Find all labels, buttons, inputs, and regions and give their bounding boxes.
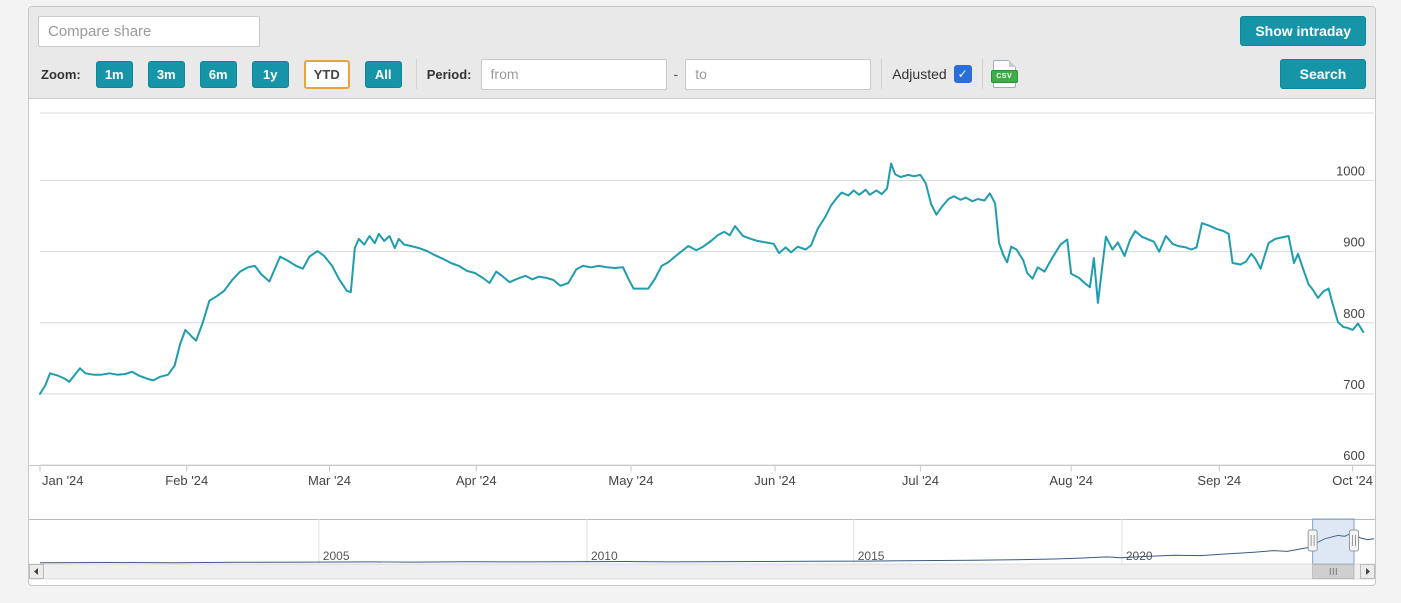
x-axis-label: Sep '24 — [1197, 473, 1241, 488]
zoom-label: Zoom: — [41, 66, 81, 82]
compare-share-input[interactable] — [38, 16, 260, 47]
zoom-button-ytd[interactable]: YTD — [303, 59, 350, 89]
y-axis-label: 900 — [1343, 235, 1365, 250]
stock-chart-canvas[interactable]: 600 700 800 900 1000 Jan '24 Feb '24 Mar '24 Apr… — [29, 98, 1375, 585]
csv-download-icon[interactable]: CSV — [990, 60, 1018, 88]
price-line — [39, 162, 1365, 395]
navigator-year-label: 2010 — [591, 549, 618, 563]
x-axis-label: Mar '24 — [308, 473, 351, 488]
zoom-button-1y[interactable]: 1y — [251, 60, 289, 88]
adjusted-label: Adjusted — [892, 66, 947, 82]
scrollbar-left-arrow-icon — [34, 568, 38, 575]
x-axis-label: Aug '24 — [1049, 473, 1093, 488]
y-axis-label: 800 — [1343, 306, 1365, 321]
adjusted-checkbox[interactable] — [953, 65, 972, 83]
zoom-button-1m[interactable]: 1m — [95, 60, 133, 88]
zoom-button-3m[interactable]: 3m — [147, 60, 185, 88]
period-from-input[interactable] — [480, 58, 667, 90]
navigator-series — [39, 533, 1375, 564]
period-range-separator: - — [673, 66, 679, 82]
navigator-year-label: 2020 — [1126, 549, 1153, 563]
navigator-year-label: 2015 — [858, 549, 885, 563]
y-axis-label: 600 — [1343, 448, 1365, 463]
zoom-button-all[interactable]: All — [364, 60, 402, 88]
scrollbar-right-arrow-icon — [1366, 568, 1370, 575]
x-axis-label: Feb '24 — [165, 473, 208, 488]
scrollbar-track[interactable] — [29, 563, 1375, 580]
x-axis-label: May '24 — [608, 473, 653, 488]
chart-toolbar: Show intraday Zoom: 1m 3m 6m 1y YTD All … — [29, 7, 1375, 99]
toolbar-divider — [881, 59, 883, 89]
x-axis-label: Apr '24 — [456, 473, 497, 488]
toolbar-divider — [415, 59, 417, 89]
x-axis-label: Oct '24 — [1332, 473, 1373, 488]
x-axis-label: Jan '24 — [42, 473, 84, 488]
search-button[interactable]: Search — [1280, 59, 1366, 89]
share-chart-widget: Show intraday Zoom: 1m 3m 6m 1y YTD All … — [28, 6, 1376, 586]
plot-area[interactable] — [40, 113, 1374, 465]
navigator-year-label: 2005 — [323, 549, 350, 563]
y-axis-label: 1000 — [1336, 164, 1365, 179]
toolbar-divider — [981, 59, 983, 89]
navigator-handle-left[interactable] — [1307, 529, 1318, 552]
zoom-button-6m[interactable]: 6m — [199, 60, 237, 88]
navigator-selection[interactable] — [1312, 518, 1355, 565]
period-to-input[interactable] — [685, 58, 872, 90]
x-axis-label: Jun '24 — [754, 473, 796, 488]
toolbar-second-row: Zoom: 1m 3m 6m 1y YTD All Period: - Adju… — [41, 58, 1018, 90]
y-axis-label: 700 — [1343, 377, 1365, 392]
x-axis-label: Jul '24 — [902, 473, 939, 488]
csv-icon-label: CSV — [990, 70, 1018, 83]
period-label: Period: — [426, 66, 472, 82]
show-intraday-button[interactable]: Show intraday — [1240, 16, 1366, 46]
navigator-handle-right[interactable] — [1348, 529, 1359, 552]
